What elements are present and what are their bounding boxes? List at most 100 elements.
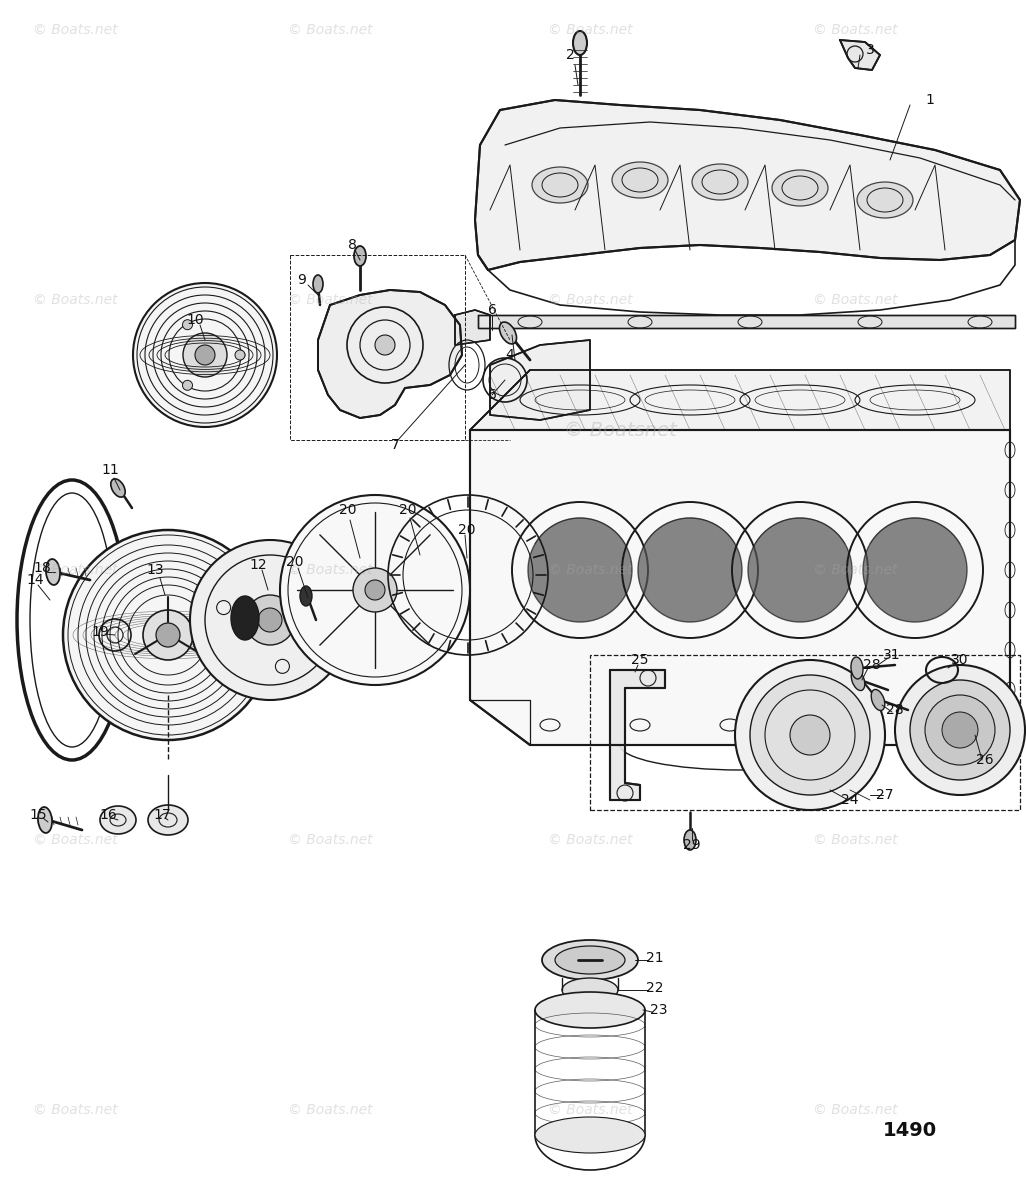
Text: 19: 19: [91, 625, 109, 640]
Text: 29: 29: [683, 838, 701, 852]
Ellipse shape: [925, 696, 995, 765]
Text: 25: 25: [631, 653, 648, 667]
Ellipse shape: [353, 568, 397, 612]
Ellipse shape: [735, 660, 885, 810]
Ellipse shape: [942, 712, 978, 748]
Text: 14: 14: [27, 573, 44, 587]
Ellipse shape: [258, 607, 282, 632]
Bar: [590, 655, 1020, 810]
Ellipse shape: [638, 518, 742, 622]
Ellipse shape: [38, 807, 52, 833]
Text: © Boats.net: © Boats.net: [813, 833, 898, 847]
Text: 30: 30: [951, 653, 969, 667]
Ellipse shape: [748, 518, 852, 622]
Text: 6: 6: [487, 303, 497, 317]
Ellipse shape: [562, 978, 618, 1002]
Text: © Boats.net: © Boats.net: [548, 563, 632, 576]
Text: © Boats.net: © Boats.net: [287, 563, 372, 576]
Text: © Boatsnet: © Boatsnet: [563, 420, 676, 439]
Text: 20: 20: [399, 503, 417, 517]
Ellipse shape: [354, 247, 366, 266]
Text: 6: 6: [487, 388, 497, 403]
Ellipse shape: [871, 690, 884, 711]
Ellipse shape: [300, 586, 312, 606]
Ellipse shape: [374, 335, 395, 355]
Text: 2: 2: [565, 48, 575, 62]
Ellipse shape: [143, 610, 193, 660]
Polygon shape: [478, 314, 1015, 328]
Polygon shape: [470, 430, 1010, 746]
Text: © Boats.net: © Boats.net: [33, 293, 117, 307]
Ellipse shape: [535, 992, 645, 1028]
Text: © Boats.net: © Boats.net: [287, 293, 372, 307]
Ellipse shape: [910, 680, 1010, 780]
Ellipse shape: [235, 350, 245, 360]
Text: 20: 20: [459, 523, 476, 537]
Text: © Boats.net: © Boats.net: [287, 23, 372, 37]
Text: © Boats.net: © Boats.net: [548, 293, 632, 307]
Text: 26: 26: [976, 753, 994, 767]
Ellipse shape: [46, 559, 61, 585]
Ellipse shape: [555, 946, 625, 974]
Ellipse shape: [692, 164, 748, 200]
Ellipse shape: [183, 333, 227, 378]
Text: 17: 17: [153, 807, 170, 822]
Text: © Boats.net: © Boats.net: [813, 293, 898, 307]
Text: 31: 31: [883, 648, 901, 662]
Polygon shape: [475, 100, 1020, 270]
Ellipse shape: [63, 530, 273, 740]
Text: © Boats.net: © Boats.net: [813, 1103, 898, 1117]
Ellipse shape: [133, 283, 277, 428]
Ellipse shape: [148, 805, 188, 835]
Text: © Boats.net: © Boats.net: [287, 1103, 372, 1117]
Ellipse shape: [245, 596, 295, 646]
Polygon shape: [455, 310, 490, 345]
Text: 10: 10: [186, 313, 204, 328]
Text: 4: 4: [506, 348, 514, 362]
Polygon shape: [610, 671, 665, 800]
Ellipse shape: [100, 806, 136, 834]
Polygon shape: [470, 370, 1010, 430]
Text: 23: 23: [650, 1003, 668, 1017]
Ellipse shape: [790, 715, 830, 755]
Ellipse shape: [851, 657, 863, 679]
Text: © Boats.net: © Boats.net: [33, 1103, 117, 1117]
Text: 8: 8: [348, 238, 356, 252]
Polygon shape: [318, 289, 462, 418]
Text: 1490: 1490: [883, 1121, 937, 1140]
Text: 9: 9: [298, 273, 307, 287]
Ellipse shape: [231, 596, 259, 640]
Ellipse shape: [195, 345, 215, 364]
Ellipse shape: [156, 623, 180, 647]
Text: 13: 13: [146, 563, 164, 576]
Text: © Boats.net: © Boats.net: [548, 1103, 632, 1117]
Text: © Boats.net: © Boats.net: [813, 563, 898, 576]
Text: 28: 28: [863, 657, 880, 672]
Ellipse shape: [111, 479, 125, 497]
Ellipse shape: [528, 518, 632, 622]
Ellipse shape: [280, 495, 470, 685]
Text: 16: 16: [100, 807, 117, 822]
Ellipse shape: [313, 275, 323, 293]
Text: © Boats.net: © Boats.net: [548, 23, 632, 37]
Ellipse shape: [542, 940, 638, 980]
Text: © Boats.net: © Boats.net: [33, 23, 117, 37]
Text: 3: 3: [866, 43, 874, 57]
Text: 20: 20: [286, 555, 304, 569]
Polygon shape: [840, 40, 880, 70]
Text: 11: 11: [102, 463, 119, 478]
Text: 20: 20: [340, 503, 357, 517]
Text: © Boats.net: © Boats.net: [33, 833, 117, 847]
Text: 27: 27: [876, 788, 894, 802]
Text: © Boats.net: © Boats.net: [287, 833, 372, 847]
Ellipse shape: [500, 322, 516, 344]
Text: 24: 24: [841, 793, 859, 807]
Ellipse shape: [532, 167, 588, 202]
Polygon shape: [490, 339, 590, 420]
Text: © Boats.net: © Boats.net: [33, 563, 117, 576]
Ellipse shape: [750, 675, 870, 796]
Ellipse shape: [183, 380, 193, 391]
Text: 12: 12: [249, 559, 267, 572]
Text: 1: 1: [925, 93, 935, 107]
Ellipse shape: [863, 518, 966, 622]
